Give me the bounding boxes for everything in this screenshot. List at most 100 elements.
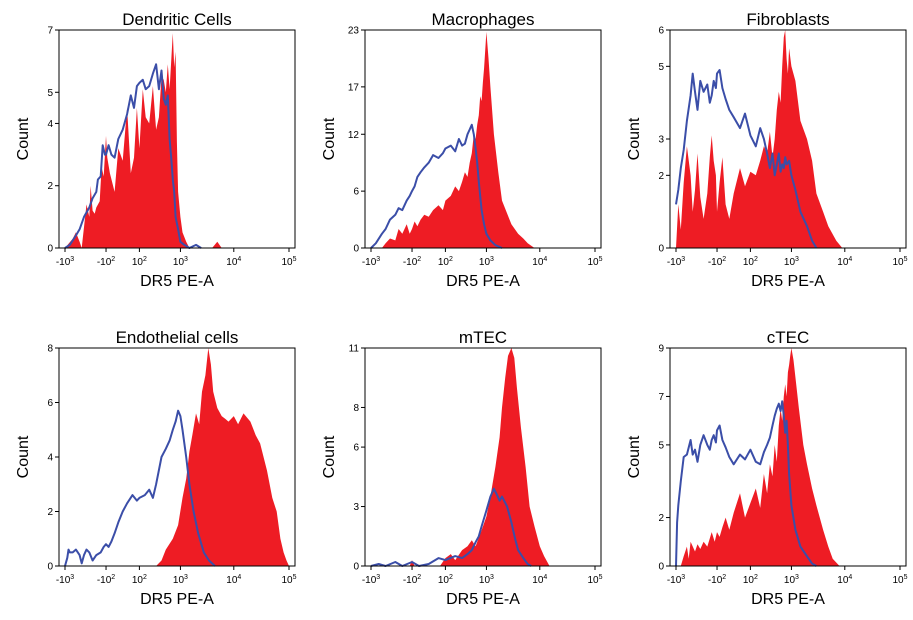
x-tick-label: 105 xyxy=(281,256,296,268)
y-tick-label: 12 xyxy=(348,130,360,141)
plot-frame xyxy=(669,347,907,567)
x-tick-label: 104 xyxy=(226,256,241,268)
x-tick-label: 103 xyxy=(479,256,494,268)
x-tick-label: 103 xyxy=(173,256,188,268)
y-axis-label: Count xyxy=(15,117,32,160)
panel-6: 0 2 5 7 9 -103 -102 102 103 104 105 cTEC DR5 PE-A Cou… xyxy=(626,328,908,608)
y-tick-label: 5 xyxy=(47,88,53,99)
x-axis-label: DR5 PE-A xyxy=(751,591,825,608)
x-tick-label: -102 xyxy=(708,256,726,268)
panel-title: cTEC xyxy=(767,328,810,347)
y-axis-label: Count xyxy=(15,435,32,478)
panel-3: 0 2 3 5 6 -103 -102 102 103 104 105 Fibroblasts DR5 … xyxy=(626,10,908,290)
x-tick-label: -103 xyxy=(362,256,380,268)
histogram-outline-series xyxy=(370,123,503,249)
x-tick-label: 105 xyxy=(892,256,907,268)
x-tick-label: -102 xyxy=(97,574,115,586)
y-tick-label: 5 xyxy=(658,440,664,451)
histogram-outline-series xyxy=(64,409,216,567)
x-tick-label: 104 xyxy=(837,574,852,586)
y-tick-label: 0 xyxy=(658,562,664,573)
x-axis-label: DR5 PE-A xyxy=(140,273,214,290)
histogram-filled-series xyxy=(371,348,595,566)
histogram-outline-series xyxy=(64,63,202,249)
y-tick-label: 2 xyxy=(658,171,664,182)
histogram-outline-series xyxy=(370,487,532,567)
x-tick-label: 104 xyxy=(532,574,547,586)
y-tick-label: 6 xyxy=(658,26,664,37)
x-tick-label: 103 xyxy=(784,256,799,268)
x-tick-label: 102 xyxy=(438,256,453,268)
x-axis-label: DR5 PE-A xyxy=(446,591,520,608)
y-tick-label: 17 xyxy=(348,82,360,93)
y-tick-label: 3 xyxy=(658,135,664,146)
histogram-filled-series xyxy=(371,31,595,249)
y-tick-label: 6 xyxy=(353,187,359,198)
y-tick-label: 6 xyxy=(353,443,359,454)
y-tick-label: 3 xyxy=(353,502,359,513)
y-axis-label: Count xyxy=(321,435,338,478)
y-tick-label: 2 xyxy=(658,513,664,524)
y-tick-label: 7 xyxy=(47,26,53,37)
panel-title: Macrophages xyxy=(431,10,534,29)
plot-frame xyxy=(58,29,296,249)
x-tick-label: 103 xyxy=(479,574,494,586)
y-tick-label: 4 xyxy=(47,119,53,130)
x-tick-label: -102 xyxy=(97,256,115,268)
panel-title: Fibroblasts xyxy=(746,10,829,29)
panel-title: Dendritic Cells xyxy=(122,10,232,29)
y-axis-label: Count xyxy=(626,117,643,160)
panel-2: 0 6 12 17 23 -103 -102 102 103 104 105 Macrophages D… xyxy=(321,10,603,290)
x-tick-label: 102 xyxy=(132,574,147,586)
x-tick-label: -103 xyxy=(56,574,74,586)
y-tick-label: 11 xyxy=(349,344,360,355)
x-tick-label: 104 xyxy=(226,574,241,586)
panel-5: 0 3 6 8 11 -103 -102 102 103 104 105 mTEC DR5 PE-A Co… xyxy=(321,328,603,608)
y-tick-label: 8 xyxy=(47,344,53,355)
y-tick-label: 23 xyxy=(348,26,360,37)
panel-1: 0 2 4 5 7 -103 -102 102 103 104 105 Dendritic Cells… xyxy=(15,10,297,290)
histogram-filled-series xyxy=(676,30,900,248)
x-axis-label: DR5 PE-A xyxy=(140,591,214,608)
x-tick-label: -103 xyxy=(362,574,380,586)
x-axis-label: DR5 PE-A xyxy=(751,273,825,290)
x-tick-label: -103 xyxy=(56,256,74,268)
y-tick-label: 9 xyxy=(658,344,664,355)
x-tick-label: 105 xyxy=(587,574,602,586)
histogram-filled-series xyxy=(65,348,289,566)
y-tick-label: 8 xyxy=(353,403,359,414)
plot-frame xyxy=(364,29,602,249)
x-tick-label: 102 xyxy=(438,574,453,586)
y-tick-label: 5 xyxy=(658,62,664,73)
histogram-outline-series xyxy=(675,400,817,567)
x-tick-label: 105 xyxy=(892,574,907,586)
x-tick-label: 102 xyxy=(743,574,758,586)
y-tick-label: 0 xyxy=(658,244,664,255)
x-axis-label: DR5 PE-A xyxy=(446,273,520,290)
x-tick-label: -103 xyxy=(667,256,685,268)
x-tick-label: 103 xyxy=(784,574,799,586)
panel-4: 0 2 4 6 8 -103 -102 102 103 104 105 Endothelial cel… xyxy=(15,328,297,608)
x-tick-label: -103 xyxy=(667,574,685,586)
x-tick-label: 102 xyxy=(743,256,758,268)
y-tick-label: 6 xyxy=(47,398,53,409)
x-tick-label: 105 xyxy=(587,256,602,268)
histogram-filled-series xyxy=(65,33,289,248)
x-tick-label: 102 xyxy=(132,256,147,268)
y-tick-label: 0 xyxy=(353,244,359,255)
y-tick-label: 2 xyxy=(47,181,53,192)
plot-frame xyxy=(364,347,602,567)
y-tick-label: 7 xyxy=(658,392,664,403)
y-tick-label: 4 xyxy=(47,453,53,464)
x-tick-label: 103 xyxy=(173,574,188,586)
y-axis-label: Count xyxy=(626,435,643,478)
x-tick-label: -102 xyxy=(403,256,421,268)
x-tick-label: 104 xyxy=(532,256,547,268)
panel-title: mTEC xyxy=(459,328,507,347)
x-tick-label: 105 xyxy=(281,574,296,586)
panel-title: Endothelial cells xyxy=(116,328,239,347)
x-tick-label: -102 xyxy=(403,574,421,586)
y-tick-label: 0 xyxy=(47,562,53,573)
x-tick-label: -102 xyxy=(708,574,726,586)
